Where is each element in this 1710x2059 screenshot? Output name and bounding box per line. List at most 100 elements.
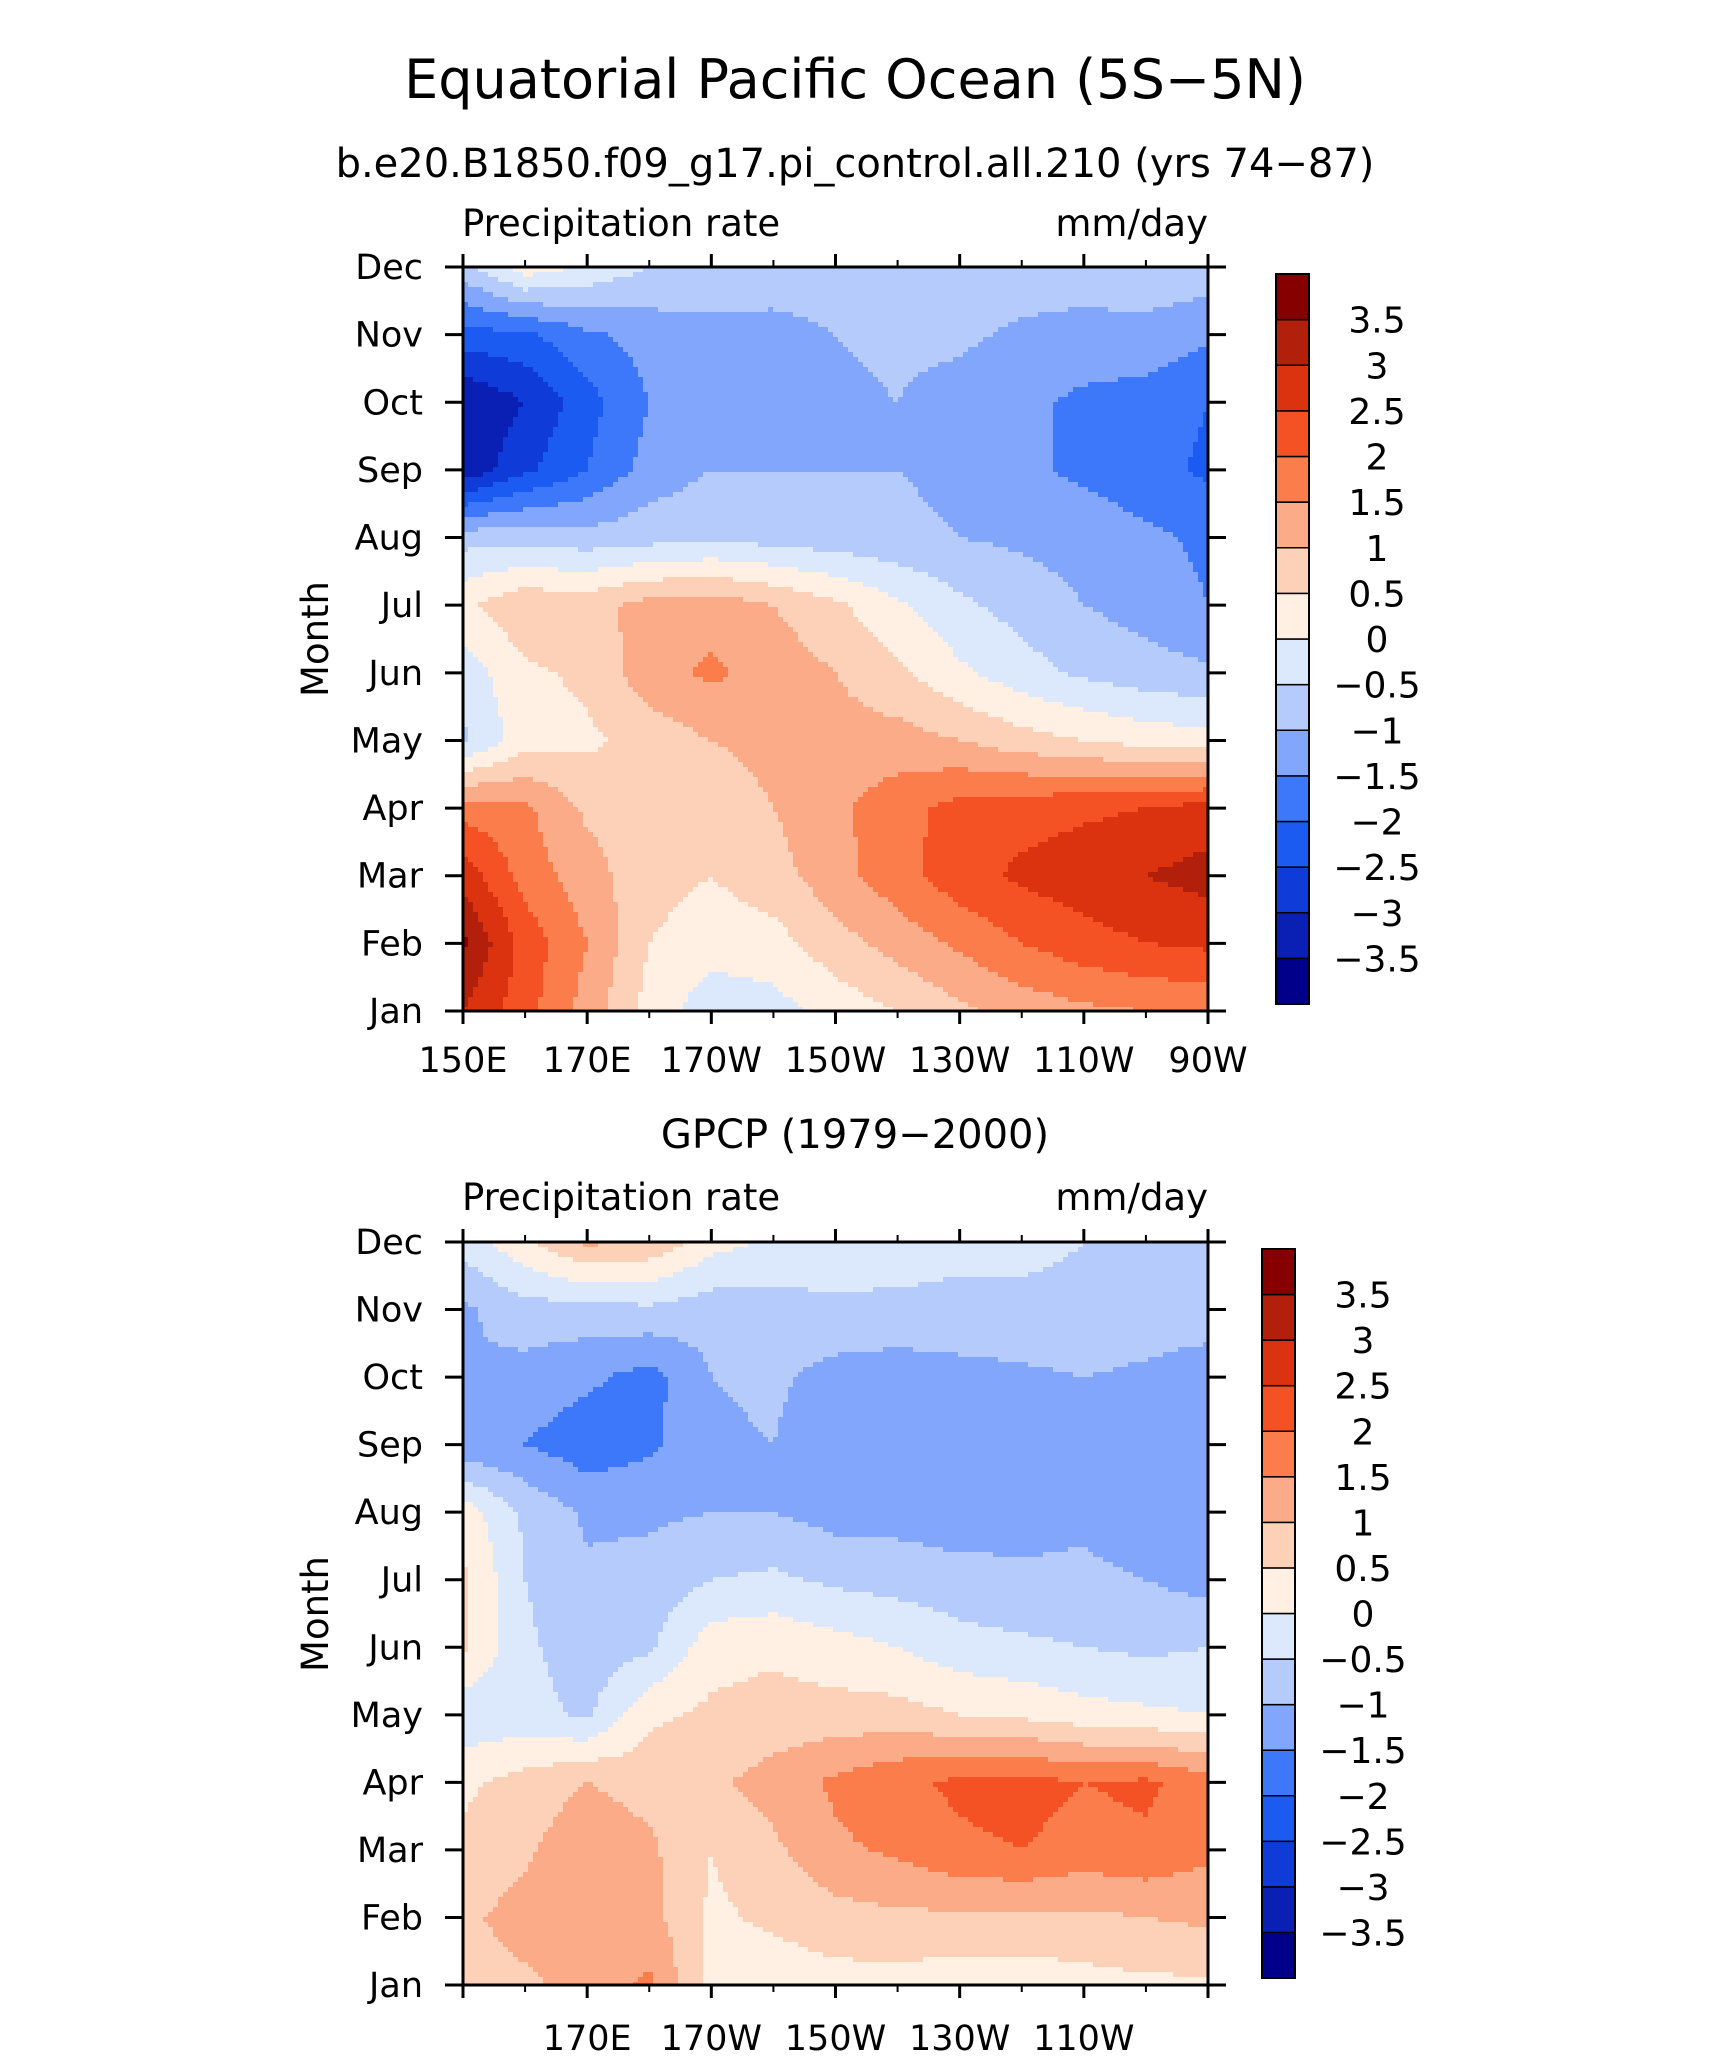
heatmap-cell — [1013, 277, 1019, 283]
heatmap-cell — [653, 282, 659, 288]
heatmap-cell — [1138, 307, 1144, 313]
heatmap-cell — [743, 282, 749, 288]
heatmap-cell — [703, 292, 709, 298]
heatmap-cell — [1083, 292, 1089, 298]
heatmap-cell — [1148, 307, 1154, 313]
heatmap-cell — [563, 272, 569, 278]
heatmap-cell — [943, 312, 949, 318]
heatmap-cell — [523, 312, 529, 318]
heatmap-cell — [898, 287, 904, 293]
heatmap-cell — [1103, 302, 1109, 308]
heatmap-cell — [843, 292, 849, 298]
heatmap-cell — [853, 272, 859, 278]
heatmap-cell — [1053, 317, 1059, 323]
heatmap-cell — [598, 312, 604, 318]
heatmap-cell — [828, 277, 834, 283]
heatmap-cell — [608, 292, 614, 298]
heatmap-cell — [1113, 312, 1119, 318]
heatmap-cell — [1058, 292, 1064, 298]
heatmap-cell — [928, 317, 934, 323]
heatmap-cell — [1133, 312, 1139, 318]
heatmap-cell — [823, 312, 829, 318]
heatmap-cell — [818, 312, 824, 318]
heatmap-cell — [743, 277, 749, 283]
heatmap-cell — [1098, 272, 1104, 278]
heatmap-cell — [923, 317, 929, 323]
heatmap-cell — [833, 302, 839, 308]
heatmap-cell — [538, 277, 544, 283]
heatmap-cell — [638, 307, 644, 313]
heatmap-cell — [1063, 277, 1069, 283]
heatmap-cell — [558, 292, 564, 298]
heatmap-cell — [983, 272, 989, 278]
heatmap-cell — [823, 302, 829, 308]
heatmap-cell — [1018, 277, 1024, 283]
heatmap-cell — [788, 287, 794, 293]
heatmap-cell — [693, 282, 699, 288]
heatmap-cell — [1118, 297, 1124, 303]
heatmap-cell — [1143, 287, 1149, 293]
heatmap-cell — [483, 292, 489, 298]
heatmap-cell — [1178, 297, 1184, 303]
heatmap-cell — [768, 277, 774, 283]
heatmap-cell — [823, 317, 829, 323]
heatmap-cell — [488, 287, 494, 293]
heatmap-cell — [993, 302, 999, 308]
heatmap-cell — [518, 307, 524, 313]
heatmap-cell — [948, 287, 954, 293]
heatmap-cell — [603, 317, 609, 323]
heatmap-cell — [1008, 282, 1014, 288]
heatmap-cell — [1103, 282, 1109, 288]
heatmap-cell — [978, 282, 984, 288]
heatmap-cell — [968, 312, 974, 318]
heatmap-cell — [1013, 297, 1019, 303]
heatmap-cell — [563, 317, 569, 323]
heatmap-cell — [948, 312, 954, 318]
heatmap-cell — [733, 292, 739, 298]
heatmap-cell — [543, 297, 549, 303]
heatmap-cell — [838, 297, 844, 303]
heatmap-cell — [1043, 297, 1049, 303]
heatmap-cell — [1003, 287, 1009, 293]
heatmap-cell — [858, 292, 864, 298]
heatmap-cell — [988, 317, 994, 323]
heatmap-cell — [708, 277, 714, 283]
heatmap-cell — [923, 292, 929, 298]
heatmap-cell — [1138, 287, 1144, 293]
heatmap-cell — [1088, 307, 1094, 313]
heatmap-cell — [888, 297, 894, 303]
heatmap-cell — [818, 272, 824, 278]
heatmap-cell — [568, 297, 574, 303]
heatmap-cell — [898, 312, 904, 318]
heatmap-cell — [613, 272, 619, 278]
heatmap-cell — [1143, 302, 1149, 308]
heatmap-cell — [1158, 292, 1164, 298]
heatmap-cell — [723, 317, 729, 323]
heatmap-cell — [1148, 282, 1154, 288]
heatmap-cell — [618, 292, 624, 298]
heatmap-cell — [768, 307, 774, 313]
heatmap-cell — [698, 322, 704, 328]
heatmap-cell — [858, 317, 864, 323]
panel-model: Precipitation rate mm/day Month 150E 170E… — [294, 202, 1421, 1081]
heatmap-cell — [873, 297, 879, 303]
heatmap-cell — [1123, 302, 1129, 308]
heatmap-cell — [958, 282, 964, 288]
heatmap-cell — [1198, 297, 1204, 303]
heatmap-cell — [773, 317, 779, 323]
heatmap-cell — [1153, 302, 1159, 308]
heatmap-cell — [888, 292, 894, 298]
heatmap-cell — [923, 307, 929, 313]
heatmap-cell — [828, 302, 834, 308]
heatmap-cell — [808, 272, 814, 278]
heatmap-cell — [1088, 292, 1094, 298]
heatmap-cell — [818, 317, 824, 323]
heatmap-cell — [1028, 312, 1034, 318]
heatmap-cell — [698, 272, 704, 278]
heatmap-cell — [793, 312, 799, 318]
heatmap-cell — [1068, 312, 1074, 318]
heatmap-cell — [1128, 292, 1134, 298]
heatmap-cell — [943, 277, 949, 283]
heatmap-cell — [1073, 292, 1079, 298]
heatmap-cell — [873, 312, 879, 318]
